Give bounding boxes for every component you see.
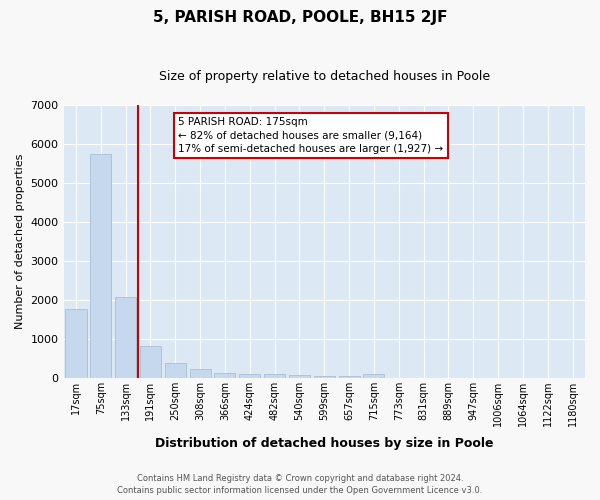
Bar (338, 376, 359, 378)
Bar (239, 374, 260, 378)
Bar (214, 373, 235, 378)
Bar (115, 297, 136, 378)
Bar (190, 368, 211, 378)
Bar (314, 376, 335, 378)
Bar (65, 310, 86, 378)
Text: 5 PARISH ROAD: 175sqm
← 82% of detached houses are smaller (9,164)
17% of semi-d: 5 PARISH ROAD: 175sqm ← 82% of detached … (178, 118, 443, 154)
Bar (364, 374, 385, 378)
Y-axis label: Number of detached properties: Number of detached properties (15, 154, 25, 329)
Bar (140, 346, 161, 378)
Text: Contains HM Land Registry data © Crown copyright and database right 2024.
Contai: Contains HM Land Registry data © Crown c… (118, 474, 482, 495)
X-axis label: Distribution of detached houses by size in Poole: Distribution of detached houses by size … (155, 437, 494, 450)
Text: 5, PARISH ROAD, POOLE, BH15 2JF: 5, PARISH ROAD, POOLE, BH15 2JF (153, 10, 447, 25)
Bar (165, 363, 186, 378)
Bar (289, 375, 310, 378)
Bar (264, 374, 285, 378)
Bar (90, 154, 112, 378)
Title: Size of property relative to detached houses in Poole: Size of property relative to detached ho… (159, 70, 490, 83)
